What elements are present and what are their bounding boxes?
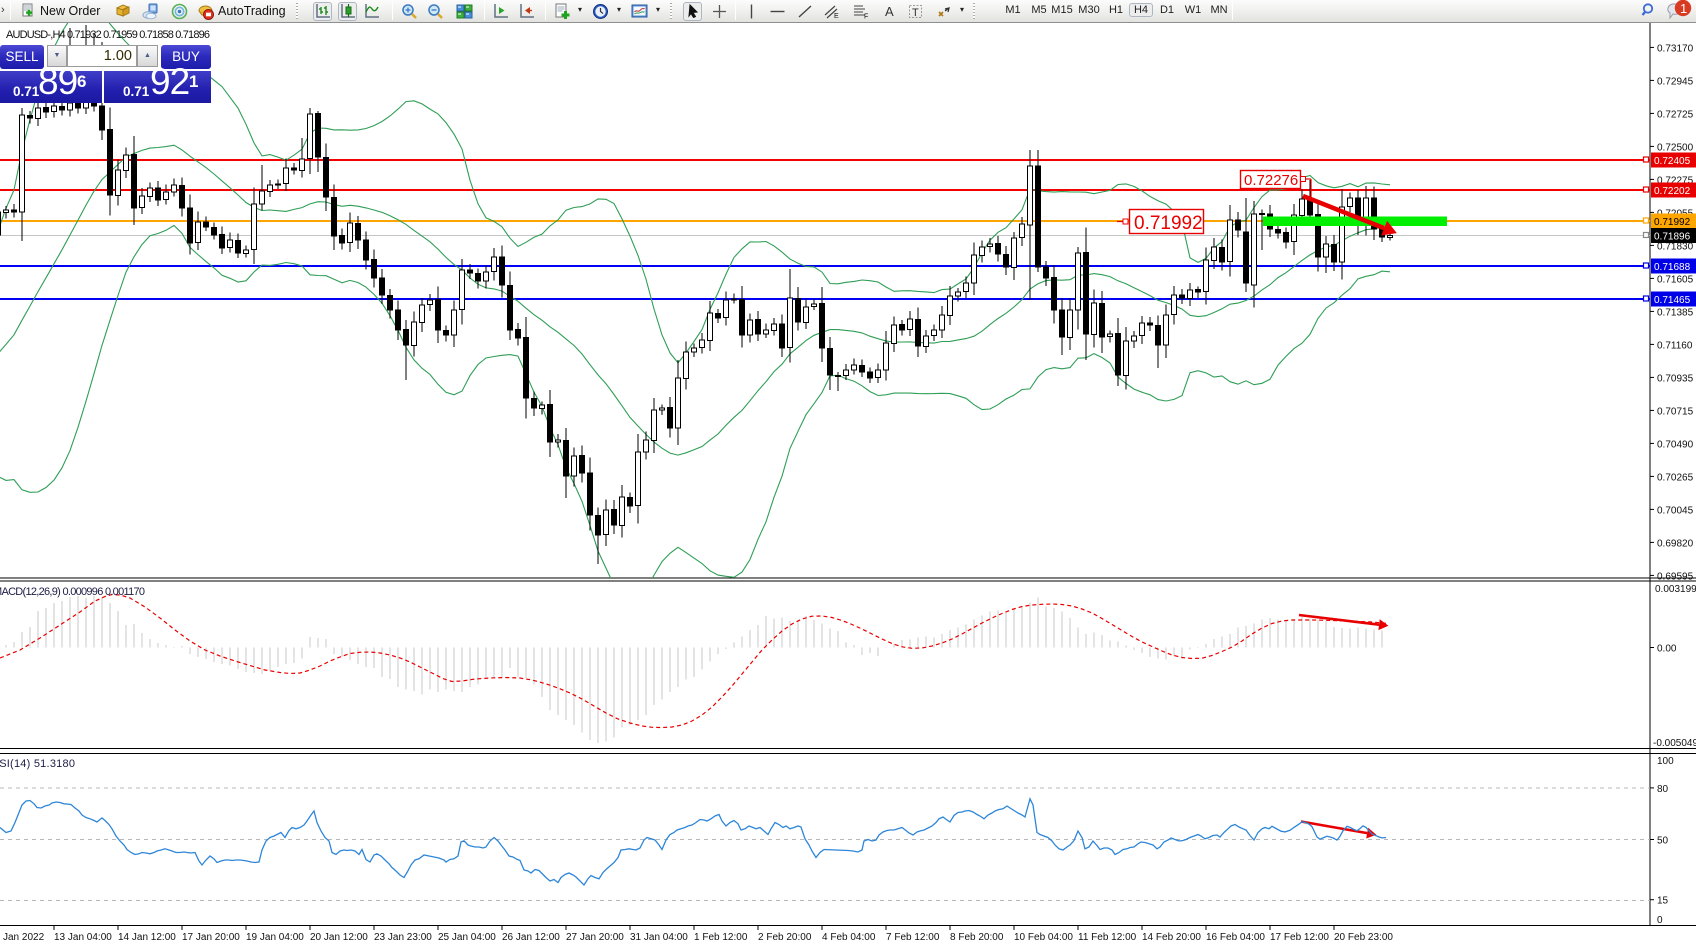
svg-text:14 Feb 20:00: 14 Feb 20:00 (1142, 932, 1201, 943)
svg-text:0.72202: 0.72202 (1654, 186, 1691, 197)
svg-text:100: 100 (1657, 756, 1674, 767)
svg-text:0.70045: 0.70045 (1657, 505, 1694, 516)
svg-text:0.71992: 0.71992 (1134, 213, 1203, 234)
svg-text:16 Feb 04:00: 16 Feb 04:00 (1206, 932, 1265, 943)
svg-text:0.69595: 0.69595 (1657, 571, 1694, 582)
svg-text:RSI(14) 51.3180: RSI(14) 51.3180 (0, 758, 75, 770)
svg-text:25 Jan 04:00: 25 Jan 04:00 (438, 932, 496, 943)
svg-text:MACD(12,26,9) 0.000996 0.00117: MACD(12,26,9) 0.000996 0.001170 (0, 586, 145, 598)
svg-text:13 Jan 04:00: 13 Jan 04:00 (54, 932, 112, 943)
svg-text:20 Jan 12:00: 20 Jan 12:00 (310, 932, 368, 943)
svg-text:AUDUSD-,H4 0.71932 0.71959 0.: AUDUSD-,H4 0.71932 0.71959 0.71858 0.718… (6, 29, 210, 41)
svg-text:T: T (912, 7, 919, 19)
svg-text:0.73170: 0.73170 (1657, 43, 1694, 54)
svg-text:7 Feb 12:00: 7 Feb 12:00 (886, 932, 940, 943)
svg-text:11 Feb 12:00: 11 Feb 12:00 (1078, 932, 1137, 943)
svg-text:0.72405: 0.72405 (1654, 156, 1691, 167)
svg-text:0.72275: 0.72275 (1657, 175, 1694, 186)
svg-text:0.71605: 0.71605 (1657, 274, 1694, 285)
svg-text:27 Jan 20:00: 27 Jan 20:00 (566, 932, 624, 943)
svg-text:0.70715: 0.70715 (1657, 406, 1694, 417)
svg-text:2 Feb 20:00: 2 Feb 20:00 (758, 932, 812, 943)
svg-text:0.71688: 0.71688 (1654, 262, 1691, 273)
svg-text:0.71465: 0.71465 (1654, 295, 1691, 306)
svg-text:0: 0 (1657, 915, 1663, 926)
svg-text:31 Jan 04:00: 31 Jan 04:00 (630, 932, 688, 943)
svg-text:1 Feb 12:00: 1 Feb 12:00 (694, 932, 748, 943)
svg-text:19 Jan 04:00: 19 Jan 04:00 (246, 932, 304, 943)
svg-text:Jan 2022: Jan 2022 (3, 932, 45, 943)
svg-text:26 Jan 12:00: 26 Jan 12:00 (502, 932, 560, 943)
svg-text:14 Jan 12:00: 14 Jan 12:00 (118, 932, 176, 943)
svg-text:20 Feb 23:00: 20 Feb 23:00 (1334, 932, 1393, 943)
svg-text:0.70265: 0.70265 (1657, 472, 1694, 483)
svg-text:23 Jan 23:00: 23 Jan 23:00 (374, 932, 432, 943)
svg-text:15: 15 (1657, 896, 1669, 907)
svg-text:17 Feb 12:00: 17 Feb 12:00 (1270, 932, 1329, 943)
svg-text:0.72500: 0.72500 (1657, 142, 1694, 153)
svg-text:0.71160: 0.71160 (1657, 340, 1693, 351)
svg-text:0.71992: 0.71992 (1654, 217, 1691, 228)
svg-text:0.00: 0.00 (1657, 644, 1677, 655)
svg-text:17 Jan 20:00: 17 Jan 20:00 (182, 932, 240, 943)
svg-text:0.70935: 0.70935 (1657, 373, 1694, 384)
svg-text:F: F (864, 14, 868, 21)
svg-text:10 Feb 04:00: 10 Feb 04:00 (1014, 932, 1073, 943)
svg-text:8 Feb 20:00: 8 Feb 20:00 (950, 932, 1004, 943)
svg-text:0.69820: 0.69820 (1657, 538, 1694, 549)
svg-text:0.71830: 0.71830 (1657, 241, 1694, 252)
svg-text:0.003199: 0.003199 (1655, 584, 1696, 595)
svg-text:0.72725: 0.72725 (1657, 109, 1694, 120)
svg-text:0.72276: 0.72276 (1244, 172, 1298, 189)
svg-text:0.72945: 0.72945 (1657, 76, 1694, 87)
svg-text:A: A (885, 4, 894, 19)
svg-text:50: 50 (1657, 836, 1669, 847)
svg-text:0.71896: 0.71896 (1654, 232, 1691, 243)
svg-text:80: 80 (1657, 784, 1669, 795)
svg-text:0.71385: 0.71385 (1657, 307, 1694, 318)
svg-text:1: 1 (1680, 1, 1687, 16)
svg-text:-0.005049: -0.005049 (1653, 738, 1696, 749)
svg-text:E: E (834, 13, 839, 20)
svg-text:0.70490: 0.70490 (1657, 439, 1694, 450)
svg-text:4 Feb 04:00: 4 Feb 04:00 (822, 932, 876, 943)
